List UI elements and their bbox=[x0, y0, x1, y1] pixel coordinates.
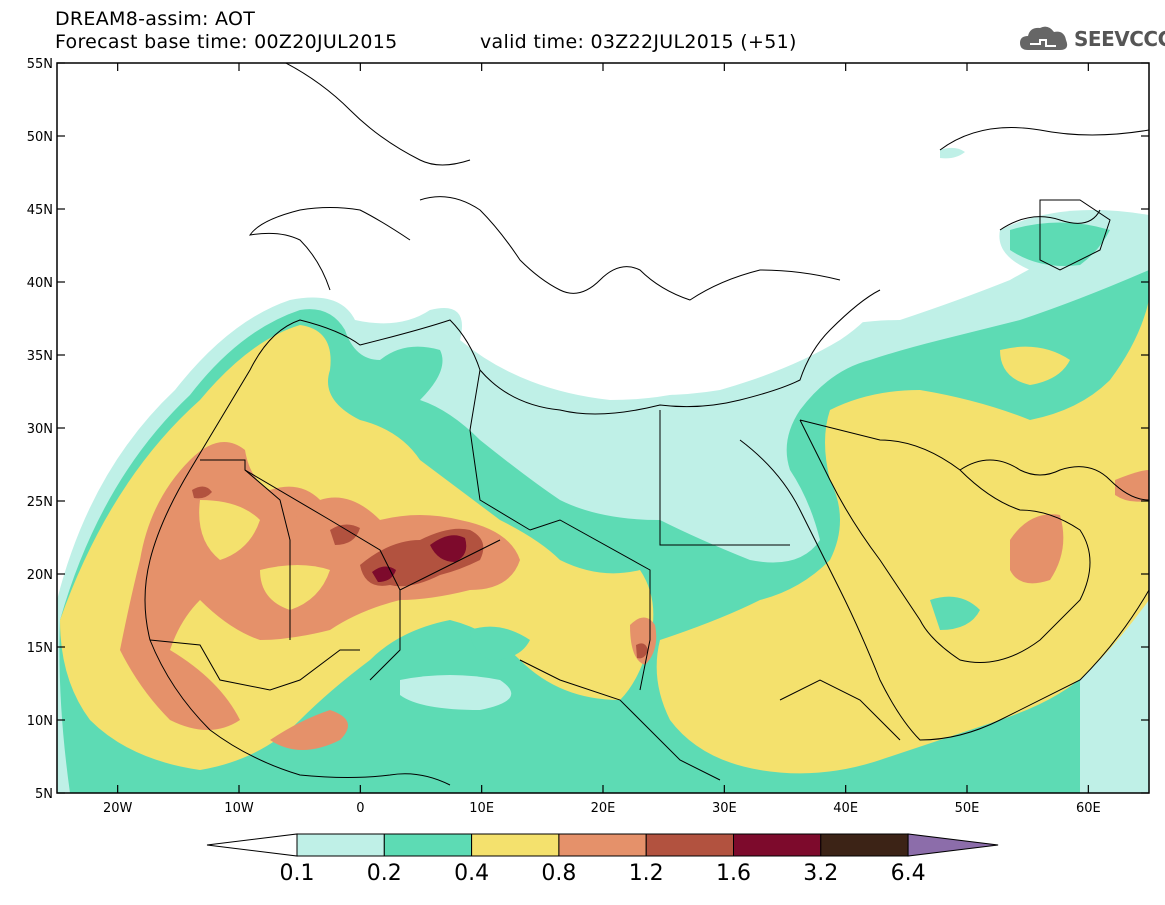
lat-label: 25N bbox=[27, 495, 53, 510]
valid-time: valid time: 03Z22JUL2015 (+51) bbox=[480, 31, 797, 53]
legend-label: 6.4 bbox=[891, 861, 926, 886]
legend-label: 1.2 bbox=[629, 861, 664, 886]
lon-label: 40E bbox=[833, 801, 858, 816]
coastlines bbox=[144, 63, 1149, 786]
legend-arrow-high bbox=[907, 833, 999, 857]
legend-label: 0.1 bbox=[280, 861, 315, 886]
legend-arrow-low bbox=[206, 833, 298, 857]
map-title: DREAM8-assim: AOT bbox=[55, 8, 256, 30]
legend-swatch bbox=[471, 833, 560, 857]
lat-label: 5N bbox=[35, 787, 53, 802]
legend-swatch bbox=[383, 833, 473, 857]
lon-label: 10E bbox=[469, 801, 494, 816]
lat-label: 15N bbox=[27, 641, 53, 656]
lat-label: 40N bbox=[27, 276, 53, 291]
lon-label: 0 bbox=[356, 801, 364, 816]
lon-label: 10W bbox=[224, 801, 254, 816]
forecast-base-time: Forecast base time: 00Z20JUL2015 bbox=[55, 31, 398, 53]
lat-label: 30N bbox=[27, 422, 53, 437]
legend-label: 0.4 bbox=[454, 861, 489, 886]
lat-label: 55N bbox=[27, 57, 53, 72]
logo-text: SEEVCCC bbox=[1074, 27, 1165, 51]
lat-label: 10N bbox=[27, 714, 53, 729]
lon-label: 20E bbox=[591, 801, 616, 816]
legend-label: 0.2 bbox=[367, 861, 402, 886]
seevccc-logo: SEEVCCC bbox=[1018, 24, 1165, 54]
lat-label: 50N bbox=[27, 130, 53, 145]
legend-swatch bbox=[296, 833, 385, 857]
lon-label: 30E bbox=[712, 801, 737, 816]
legend-swatch bbox=[558, 833, 647, 857]
legend-swatch bbox=[820, 833, 909, 857]
legend-label: 1.6 bbox=[716, 861, 751, 886]
latitude-axis: 55N 50N 45N 40N 35N 30N 25N 20N 15N 10N 5N bbox=[27, 57, 1149, 802]
lat-label: 45N bbox=[27, 203, 53, 218]
legend-label: 0.8 bbox=[541, 861, 576, 886]
legend-label: 3.2 bbox=[803, 861, 838, 886]
color-legend: 0.1 0.2 0.4 0.8 1.2 1.6 3.2 6.4 bbox=[206, 833, 999, 886]
lon-label: 60E bbox=[1076, 801, 1101, 816]
legend-swatch bbox=[645, 833, 735, 857]
lat-label: 35N bbox=[27, 349, 53, 364]
lon-label: 50E bbox=[955, 801, 980, 816]
lon-label: 20W bbox=[103, 801, 133, 816]
lat-label: 20N bbox=[27, 568, 53, 583]
aot-band-1.6 bbox=[430, 535, 467, 562]
aot-field bbox=[57, 147, 1149, 793]
longitude-axis: 20W 10W 0 10E 20E 30E 40E 50E 60E bbox=[103, 63, 1101, 816]
legend-swatch bbox=[733, 833, 822, 857]
cloud-icon bbox=[1020, 26, 1068, 50]
